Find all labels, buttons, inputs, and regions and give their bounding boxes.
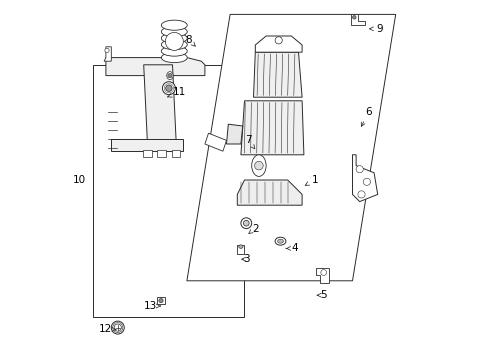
Circle shape [165, 85, 172, 91]
Ellipse shape [161, 33, 187, 43]
Circle shape [363, 178, 370, 185]
Circle shape [254, 161, 263, 170]
Circle shape [159, 298, 163, 303]
Circle shape [352, 15, 355, 19]
Ellipse shape [241, 218, 251, 229]
Circle shape [165, 32, 183, 50]
Bar [171, 150, 180, 157]
Polygon shape [111, 139, 183, 151]
Ellipse shape [277, 239, 283, 243]
Ellipse shape [251, 155, 265, 176]
Text: 3: 3 [241, 254, 249, 264]
Polygon shape [226, 124, 242, 144]
Polygon shape [350, 14, 365, 25]
Polygon shape [186, 14, 395, 281]
Ellipse shape [161, 40, 187, 50]
Ellipse shape [275, 237, 285, 245]
Ellipse shape [166, 72, 173, 80]
Text: 9: 9 [369, 24, 382, 34]
Text: 2: 2 [248, 224, 258, 234]
Ellipse shape [161, 46, 187, 56]
Ellipse shape [243, 220, 249, 226]
Ellipse shape [161, 27, 187, 37]
Ellipse shape [161, 53, 187, 63]
Polygon shape [255, 36, 302, 52]
Circle shape [167, 73, 172, 78]
Bar [157, 297, 164, 304]
Polygon shape [237, 245, 244, 254]
Polygon shape [143, 65, 176, 140]
Text: 1: 1 [305, 175, 317, 185]
Text: 10: 10 [72, 175, 85, 185]
Circle shape [111, 321, 124, 334]
Ellipse shape [238, 245, 243, 248]
Text: 11: 11 [167, 87, 186, 97]
Text: 4: 4 [285, 243, 298, 253]
Circle shape [104, 48, 109, 53]
Circle shape [357, 191, 365, 198]
Polygon shape [204, 133, 226, 151]
Text: 7: 7 [244, 135, 254, 149]
Circle shape [114, 324, 121, 331]
Circle shape [275, 37, 282, 44]
Polygon shape [316, 268, 328, 283]
Text: 6: 6 [361, 107, 371, 126]
Circle shape [355, 166, 363, 173]
Polygon shape [253, 52, 302, 97]
Circle shape [320, 270, 326, 275]
Polygon shape [352, 155, 377, 202]
Ellipse shape [161, 20, 187, 30]
Bar [142, 150, 151, 157]
Polygon shape [237, 180, 302, 205]
Text: 5: 5 [317, 290, 326, 300]
Polygon shape [241, 101, 303, 155]
Text: 8: 8 [185, 35, 195, 46]
Bar [157, 150, 166, 157]
Bar [93, 65, 244, 317]
Text: 12: 12 [99, 324, 116, 334]
Polygon shape [104, 47, 111, 61]
Polygon shape [106, 58, 204, 76]
Text: 13: 13 [144, 301, 160, 311]
Circle shape [162, 82, 175, 95]
